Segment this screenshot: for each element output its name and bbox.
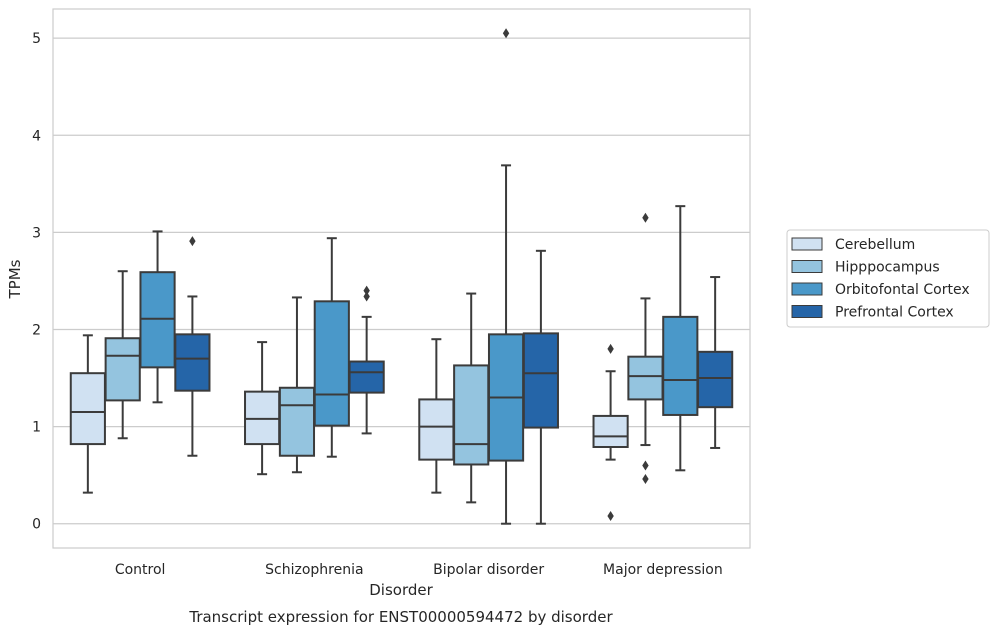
box-cerebellum xyxy=(69,334,106,494)
box-body xyxy=(453,364,490,466)
x-tick-label: Schizophrenia xyxy=(265,562,363,578)
box-hipppocampus xyxy=(278,296,316,474)
legend-label: Prefrontal Cortex xyxy=(835,305,954,321)
legend-swatch xyxy=(791,237,823,251)
legend-swatch xyxy=(791,305,823,318)
box-orbitofontal-cortex xyxy=(487,28,525,525)
box-prefrontal-cortex xyxy=(522,249,559,525)
outlier-point xyxy=(363,291,370,302)
outlier-point xyxy=(363,285,370,296)
box-hipppocampus xyxy=(627,212,664,485)
y-tick-label: 3 xyxy=(32,225,41,241)
box-body xyxy=(592,414,629,448)
box-cerebellum xyxy=(592,343,629,521)
box-body xyxy=(278,386,316,457)
y-tick-label: 1 xyxy=(32,420,41,436)
box-cerebellum xyxy=(418,338,455,494)
x-tick-label: Control xyxy=(115,562,166,578)
plot-area-frame xyxy=(52,8,751,549)
box-prefrontal-cortex xyxy=(174,236,211,457)
y-axis-label: TPMs xyxy=(6,259,24,299)
outlier-point xyxy=(607,343,614,354)
box-orbitofontal-cortex xyxy=(139,230,176,404)
box-body xyxy=(418,398,455,461)
y-tick-label: 5 xyxy=(32,31,41,47)
legend-frame xyxy=(786,229,990,328)
legend-swatch xyxy=(791,282,823,296)
y-tick-label: 0 xyxy=(32,517,41,533)
x-tick-label: Bipolar disorder xyxy=(433,562,544,578)
box-body xyxy=(522,332,559,429)
boxes xyxy=(69,28,734,525)
outlier-point xyxy=(642,474,649,485)
box-hipppocampus xyxy=(104,270,141,440)
box-body xyxy=(697,350,734,409)
y-axis-ticks: 0 1 2 3 4 5 xyxy=(32,31,41,533)
box-orbitofontal-cortex xyxy=(313,237,350,458)
y-tick-label: 4 xyxy=(32,128,41,144)
legend-label: Orbitofontal Cortex xyxy=(835,282,970,298)
legend-label: Cerebellum xyxy=(835,237,915,253)
legend: Cerebellum Hipppocampus Orbitofontal Corte… xyxy=(786,229,990,328)
y-tick-label: 2 xyxy=(32,322,41,338)
outlier-point xyxy=(607,510,614,521)
outlier-point xyxy=(502,28,510,39)
x-axis-label: Disorder xyxy=(369,581,433,599)
legend-label: Hipppocampus xyxy=(835,260,940,276)
box-body xyxy=(627,355,664,401)
box-body xyxy=(313,300,350,427)
x-axis-ticks: Control Schizophrenia Bipolar disorder Majo… xyxy=(115,562,723,578)
legend-swatch xyxy=(791,260,823,273)
box-body xyxy=(348,360,385,394)
box-body xyxy=(69,372,106,446)
outlier-point xyxy=(189,236,196,247)
outlier-point xyxy=(642,460,649,471)
chart-title: Transcript expression for ENST0000059447… xyxy=(188,608,613,626)
box-hipppocampus xyxy=(453,292,490,504)
box-body xyxy=(662,315,699,416)
box-prefrontal-cortex xyxy=(348,285,385,435)
outlier-point xyxy=(642,212,649,223)
x-tick-label: Major depression xyxy=(603,562,723,578)
box-body xyxy=(174,333,211,392)
box-prefrontal-cortex xyxy=(697,276,734,449)
box-body xyxy=(104,337,141,402)
box-orbitofontal-cortex xyxy=(662,205,699,472)
box-cerebellum xyxy=(244,341,281,476)
